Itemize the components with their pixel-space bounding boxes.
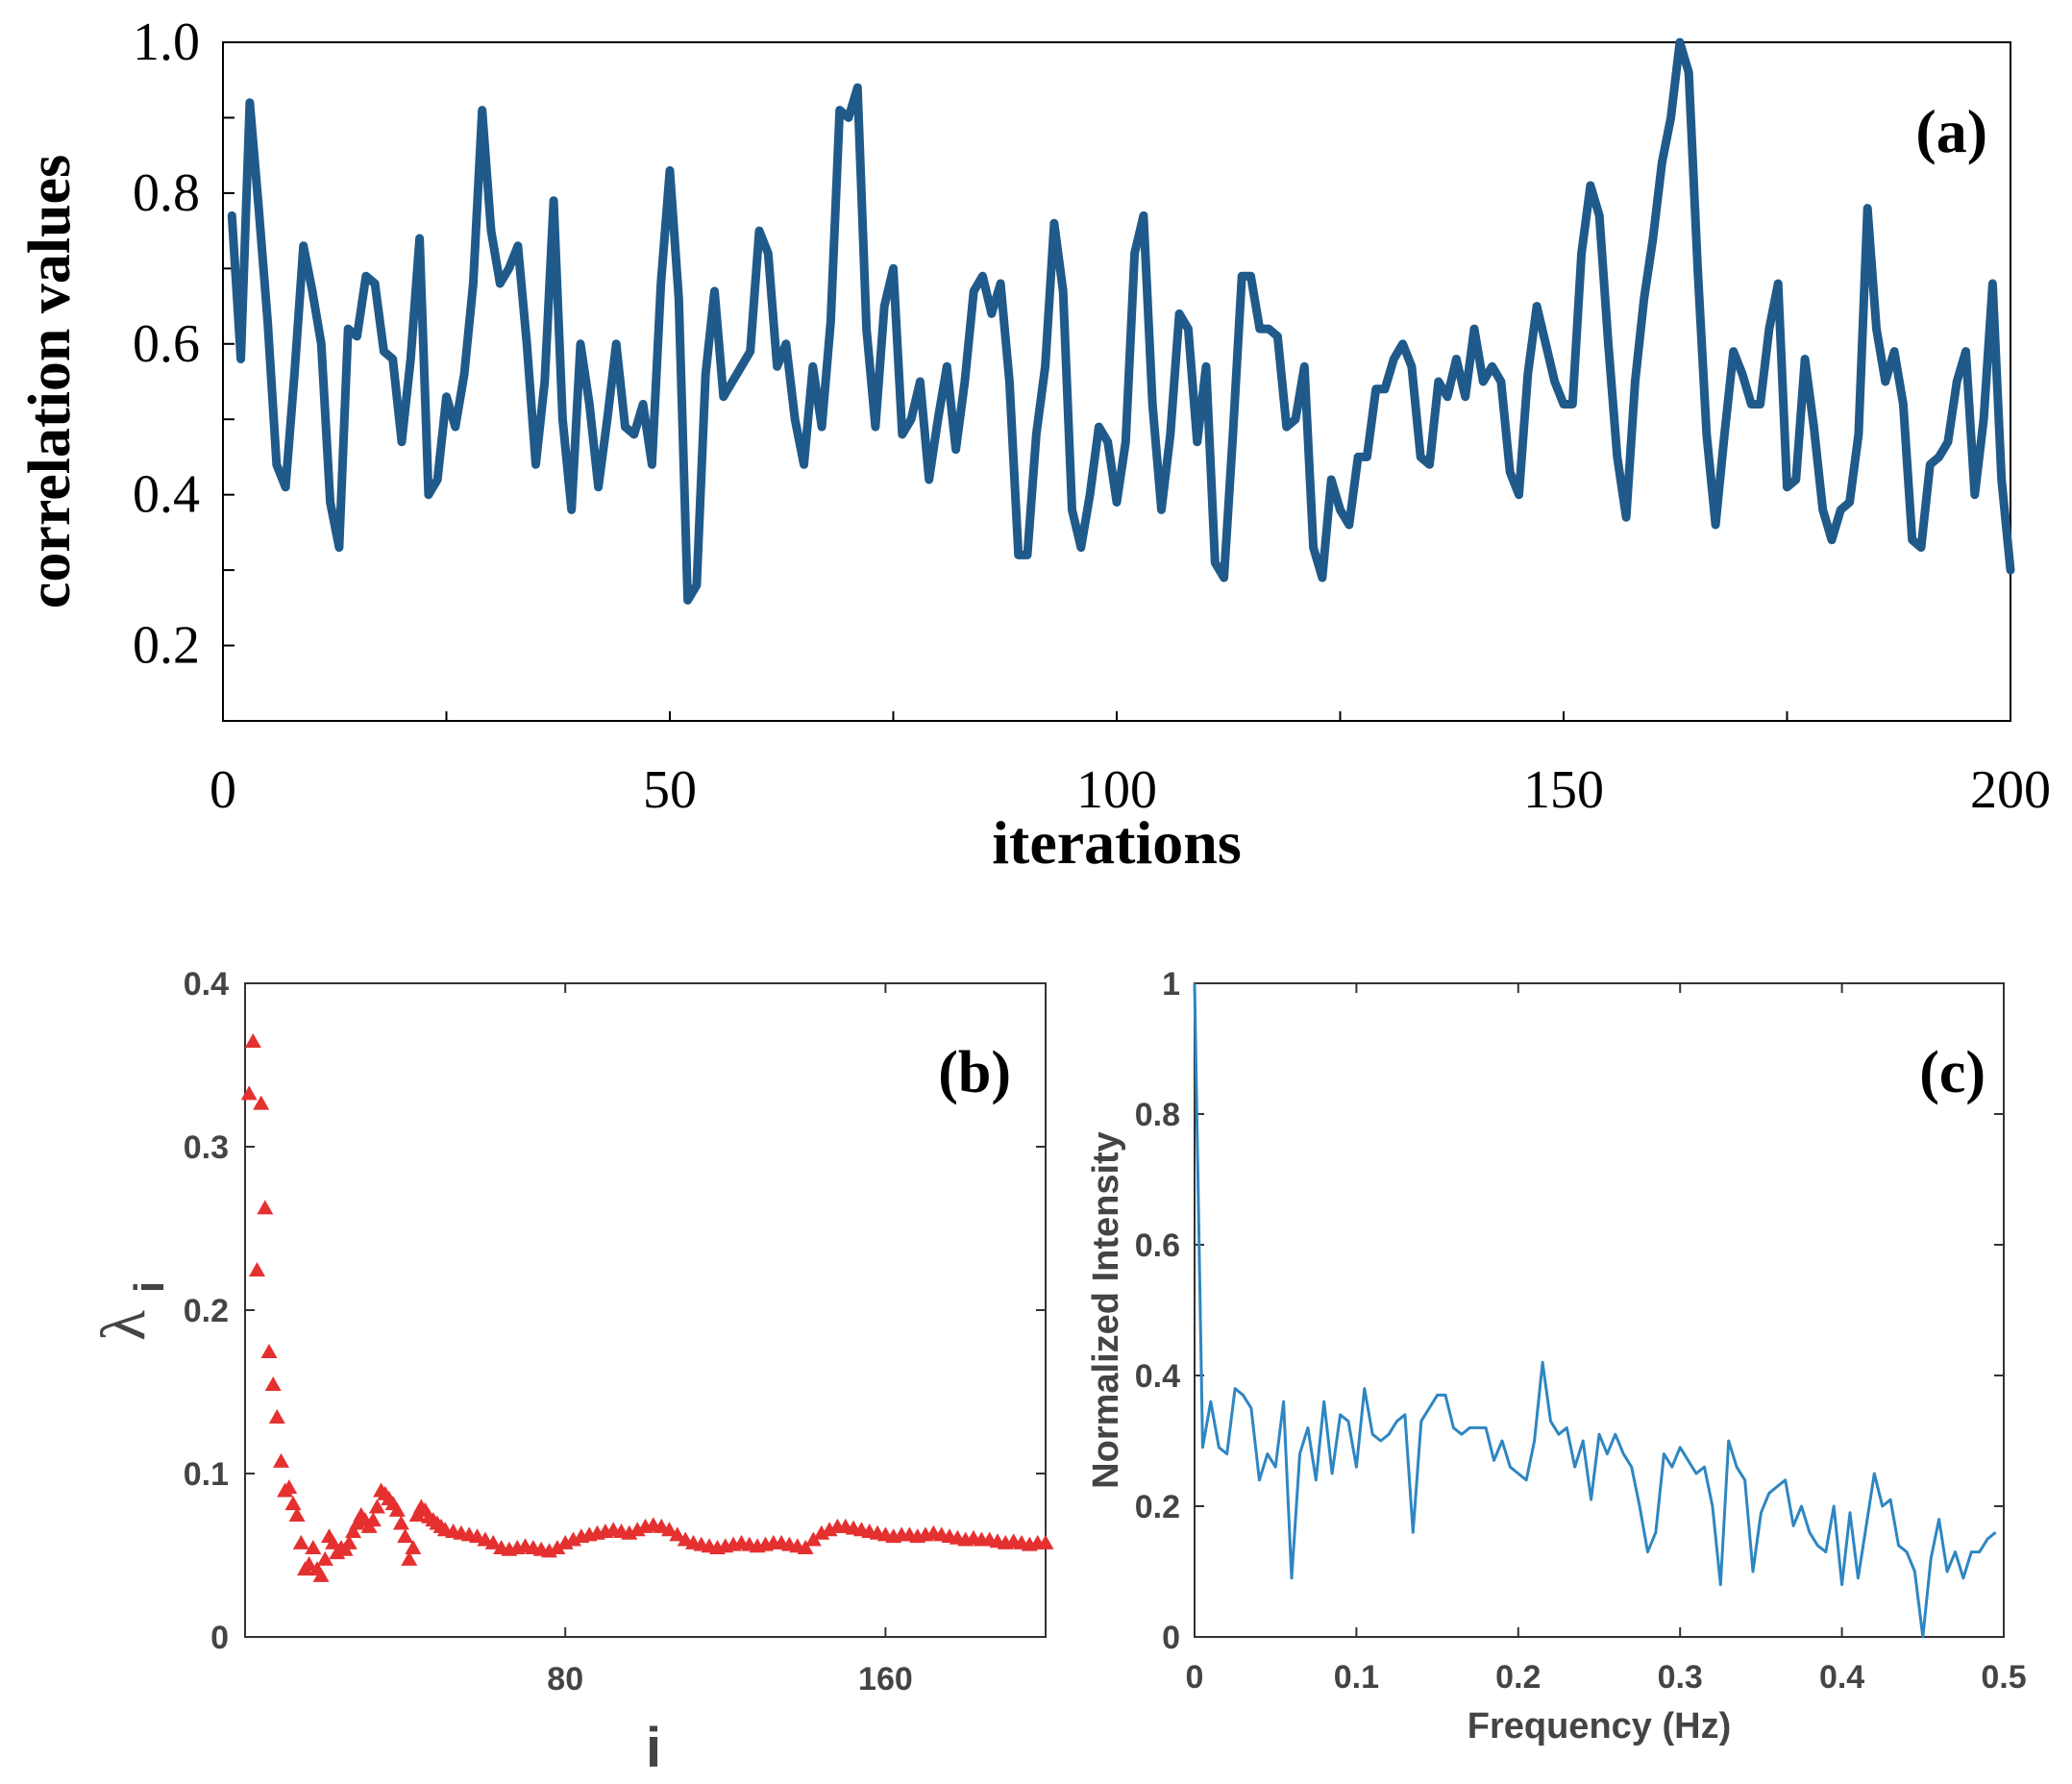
panel-b-marker bbox=[281, 1479, 298, 1495]
panel-a-ticks bbox=[222, 116, 2011, 722]
panel-c-x-tick-label: 0.2 bbox=[1495, 1659, 1541, 1696]
panel-b-label: (b) bbox=[938, 1040, 1011, 1105]
panel-b-marker bbox=[669, 1526, 686, 1542]
panel-c-y-tick-label: 0.4 bbox=[1135, 1358, 1180, 1395]
panel-b-marker bbox=[253, 1095, 270, 1110]
panel-a-tick-labels: 0 50 100 150 200 0.2 0.4 0.6 0.8 1.0 bbox=[133, 12, 2051, 820]
panel-c-series-line bbox=[1193, 982, 1997, 1639]
panel-b-marker bbox=[284, 1496, 302, 1511]
panel-a-y-tick-label: 0.2 bbox=[133, 616, 200, 676]
panel-c-label: (c) bbox=[1919, 1040, 1986, 1105]
panel-b-marker bbox=[316, 1550, 333, 1566]
panel-c-x-tick-label: 0.5 bbox=[1981, 1659, 2026, 1696]
panel-b-marker bbox=[305, 1540, 322, 1554]
panel-a-y-tick-label: 0.4 bbox=[133, 465, 200, 525]
panel-b-marker bbox=[288, 1507, 306, 1522]
panel-b-y-tick-label: 0.2 bbox=[184, 1293, 229, 1329]
panel-b-marker bbox=[797, 1540, 814, 1554]
panel-b-x-tick-label: 160 bbox=[858, 1661, 913, 1697]
panel-b-marker bbox=[484, 1534, 502, 1549]
panel-b-marker bbox=[408, 1507, 426, 1522]
panel-a-y-axis-title: correlation values bbox=[17, 155, 83, 608]
panel-c-chart: 0 0.2 0.4 0.6 0.8 1 0 0.1 0.2 0.3 0.4 0.5 (c) Frequ… bbox=[1086, 966, 2027, 1747]
panel-b-marker bbox=[273, 1452, 289, 1468]
panel-b-marker bbox=[661, 1522, 678, 1537]
panel-c-y-tick-label: 0.8 bbox=[1135, 1097, 1180, 1133]
panel-a-x-tick-label: 100 bbox=[1076, 760, 1157, 820]
panel-c-x-tick-label: 0.4 bbox=[1819, 1659, 1864, 1696]
panel-b-y-tick-label: 0 bbox=[210, 1620, 229, 1656]
panel-b-marker bbox=[268, 1409, 285, 1424]
panel-a-y-tick-label: 0.8 bbox=[133, 163, 200, 223]
panel-b-marker bbox=[264, 1376, 282, 1391]
panel-b-marker bbox=[345, 1524, 361, 1538]
panel-a-label: (a) bbox=[1915, 97, 1987, 165]
panel-a-x-axis-title: iterations bbox=[992, 808, 1242, 877]
panel-a-x-tick-label: 200 bbox=[1970, 760, 2051, 820]
panel-b-chart: 0 0.1 0.2 0.3 0.4 80 160 (b) i λ i bbox=[88, 966, 1054, 1779]
panel-a-x-tick-label: 50 bbox=[643, 760, 697, 820]
panel-b-marker bbox=[292, 1534, 309, 1549]
panel-c-y-tick-label: 0.6 bbox=[1135, 1227, 1180, 1264]
panel-c-x-axis-title: Frequency (Hz) bbox=[1468, 1706, 1731, 1747]
panel-b-y-axis-symbol: λ bbox=[88, 1310, 159, 1341]
panel-b-y-tick-label: 0.3 bbox=[184, 1129, 229, 1166]
panel-c-tick-labels: 0 0.2 0.4 0.6 0.8 1 0 0.1 0.2 0.3 0.4 0.5 bbox=[1135, 966, 2027, 1696]
panel-b-marker bbox=[301, 1556, 318, 1571]
panel-c-y-tick-label: 1 bbox=[1162, 966, 1180, 1003]
panel-b-tick-labels: 0 0.1 0.2 0.3 0.4 80 160 bbox=[184, 966, 913, 1697]
panel-b-marker bbox=[364, 1512, 382, 1527]
panel-b-marker bbox=[244, 1033, 261, 1048]
panel-a-x-tick-label: 0 bbox=[210, 760, 236, 820]
panel-b-y-axis-subscript: i bbox=[126, 1281, 173, 1293]
panel-b-y-tick-label: 0.1 bbox=[184, 1456, 229, 1493]
panel-b-marker bbox=[257, 1200, 274, 1215]
panel-b-marker bbox=[804, 1531, 822, 1547]
panel-b-marker bbox=[1037, 1534, 1054, 1549]
panel-b-y-axis-title: λ i bbox=[88, 1281, 173, 1341]
panel-c-x-tick-label: 0.3 bbox=[1658, 1659, 1703, 1696]
panel-b-marker bbox=[260, 1344, 278, 1358]
panel-b-marker bbox=[397, 1528, 414, 1544]
panel-b-marker bbox=[392, 1515, 409, 1530]
panel-c-x-tick-label: 0.1 bbox=[1334, 1659, 1379, 1696]
panel-a-series-line bbox=[227, 37, 2015, 605]
panel-a-y-tick-label: 1.0 bbox=[133, 12, 200, 72]
panel-a-x-tick-label: 150 bbox=[1523, 760, 1604, 820]
panel-b-x-tick-label: 80 bbox=[547, 1661, 583, 1697]
panel-c-axes-box bbox=[1194, 982, 2005, 1638]
panel-b-markers bbox=[240, 1033, 1054, 1582]
panel-b-marker bbox=[340, 1534, 358, 1549]
panel-b-marker bbox=[401, 1550, 418, 1566]
panel-c-y-axis-title: Normalized Intensity bbox=[1086, 1131, 1126, 1489]
panel-b-marker bbox=[549, 1540, 566, 1554]
panel-b-x-axis-title: i bbox=[646, 1717, 661, 1779]
panel-c-ticks bbox=[1194, 982, 2005, 1638]
panel-c-x-tick-label: 0 bbox=[1186, 1659, 1204, 1696]
panel-b-marker bbox=[368, 1499, 385, 1514]
panel-b-marker bbox=[249, 1262, 265, 1276]
panel-c-y-tick-label: 0.2 bbox=[1135, 1489, 1180, 1525]
panel-a-chart: 0 50 100 150 200 0.2 0.4 0.6 0.8 1.0 (a) iteratio… bbox=[17, 12, 2051, 877]
panel-a-y-tick-label: 0.6 bbox=[133, 314, 200, 374]
panel-c-y-tick-label: 0 bbox=[1162, 1620, 1180, 1656]
panel-b-marker bbox=[240, 1085, 258, 1101]
panel-b-marker bbox=[312, 1567, 330, 1582]
panel-b-y-tick-label: 0.4 bbox=[184, 966, 229, 1003]
panel-b-ticks bbox=[245, 982, 1046, 1638]
panel-b-marker bbox=[388, 1501, 406, 1517]
panel-b-marker bbox=[405, 1540, 422, 1554]
